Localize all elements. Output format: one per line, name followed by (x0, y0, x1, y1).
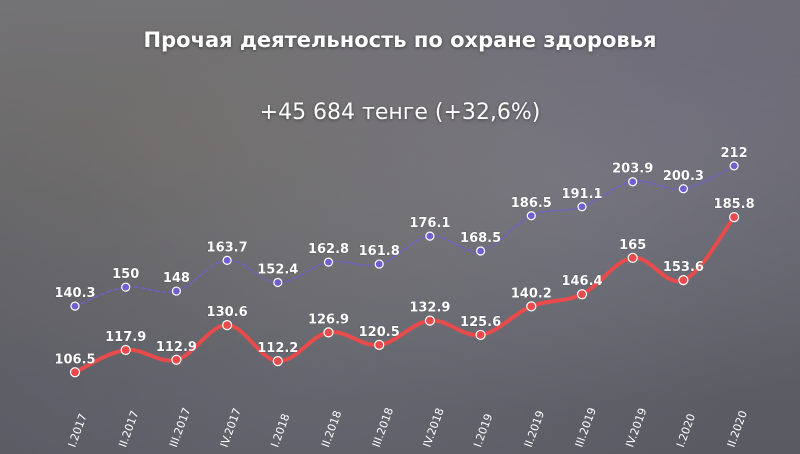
series-2-point (576, 289, 588, 300)
chart-subtitle: +45 684 тенге (+32,6%) (259, 100, 541, 125)
series-2-data-label: 117.9 (105, 330, 146, 345)
series-2-point (475, 329, 486, 341)
series-2-data-label: 185.8 (714, 197, 755, 212)
series-1-data-label: 150 (112, 267, 139, 282)
series-1-point (273, 277, 283, 288)
series-1-data-label: 163.7 (207, 240, 248, 255)
series-1-data-label: 152.4 (257, 262, 298, 277)
series-2-data-label: 165 (619, 238, 646, 253)
series-2-data-label: 153.6 (663, 260, 704, 275)
x-tick-label: I.2017 (66, 412, 90, 449)
x-tick-label: III.2019 (573, 406, 599, 449)
series-2-data-label: 125.6 (460, 315, 501, 330)
series-2-data-label: 106.5 (54, 352, 95, 367)
series-1-data-label: 168.5 (460, 231, 501, 246)
x-tick-label: I.2019 (471, 412, 495, 449)
series-2-point (728, 212, 740, 223)
series-1-data-label: 203.9 (612, 162, 653, 177)
series-1-point (222, 255, 232, 265)
series-1-point (577, 202, 587, 212)
series-1-point (729, 161, 739, 171)
series-2-point (69, 367, 81, 378)
x-tick-label: I.2020 (674, 412, 698, 449)
series-2-data-label: 120.5 (359, 325, 400, 340)
series-1-point (121, 282, 131, 292)
x-tick-label: I.2018 (268, 412, 292, 449)
series-1-data-label: 161.8 (359, 244, 400, 259)
series-1-data-label: 176.1 (409, 216, 450, 231)
series-2-data-label: 112.9 (156, 340, 197, 355)
series-1-point (526, 211, 536, 221)
series-2-point (627, 252, 638, 263)
x-tick-label: II.2017 (116, 409, 141, 449)
series-1-data-label: 200.3 (663, 169, 704, 184)
series-1-point (476, 246, 486, 256)
series-2-data-label: 140.2 (511, 286, 552, 301)
series-1-data-label: 140.3 (54, 286, 95, 301)
series-2-data-label: 132.9 (409, 301, 450, 316)
series-2-point (678, 275, 689, 286)
series-1-data-label: 186.5 (511, 196, 552, 211)
series-1-data-label: 148 (163, 271, 190, 286)
series-2-data-label: 112.2 (257, 341, 298, 356)
series-1-point (171, 286, 181, 296)
series-1-point (678, 184, 689, 194)
series-1-data-label: 191.1 (561, 187, 602, 202)
series-2-point (323, 327, 334, 338)
series-1-data-label: 212 (721, 146, 748, 161)
x-tick-label: III.2017 (167, 406, 193, 449)
series-1-point (425, 231, 435, 241)
chart-title: Прочая деятельность по охране здоровья (143, 28, 657, 52)
series-2-point (272, 356, 283, 367)
series-1-line (74, 165, 735, 307)
series-2-point (424, 315, 435, 326)
series-2-point (374, 339, 385, 350)
series-2-data-label: 126.9 (308, 312, 349, 327)
x-tick-label: II.2018 (319, 409, 344, 449)
series-2-point (222, 320, 233, 331)
series-2-data-label: 130.6 (207, 305, 248, 320)
series-1-point (628, 177, 638, 187)
x-tick-label: IV.2017 (218, 406, 244, 449)
series-2-data-label: 146.4 (561, 274, 602, 289)
series-2-point (526, 301, 537, 312)
x-tick-label: IV.2019 (623, 406, 649, 449)
x-tick-label: III.2018 (370, 406, 396, 449)
series-1-point (323, 257, 334, 267)
series-1-data-label: 162.8 (308, 242, 349, 257)
series-1-point (374, 259, 384, 269)
x-tick-label: IV.2018 (421, 406, 447, 449)
series-1-point (70, 301, 80, 311)
x-tick-label: II.2020 (725, 409, 750, 449)
series-2-point (171, 354, 182, 365)
x-tick-label: II.2019 (522, 409, 547, 449)
series-2-point (120, 344, 131, 356)
